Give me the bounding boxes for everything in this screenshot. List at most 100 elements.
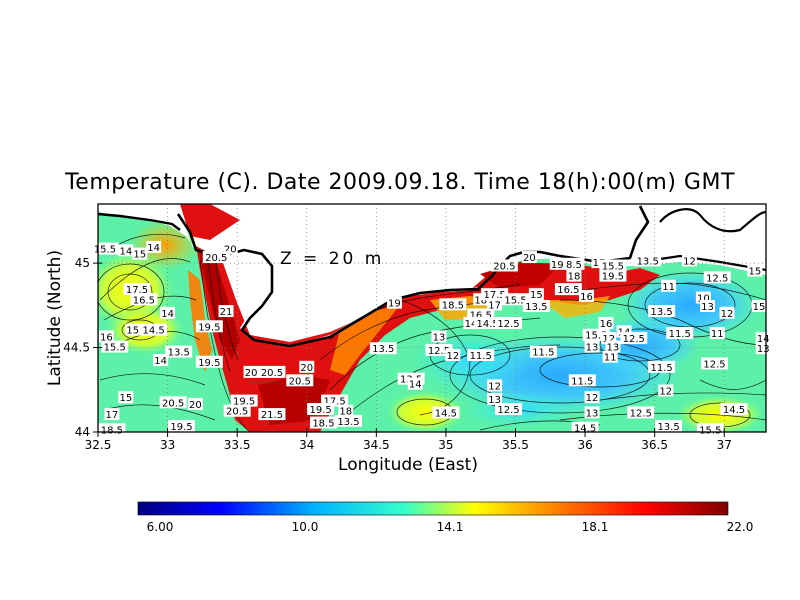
x-axis: 32.5 33 33.5 34 34.5 35 35.5 36 36.5 37: [85, 428, 732, 452]
contour-label-text: 20: [245, 368, 258, 379]
contour-label: 12: [487, 379, 503, 392]
contour-label-box: [168, 419, 195, 432]
contour-label: 20: [243, 365, 259, 379]
contour-label: 18: [338, 404, 354, 418]
contour-label: 15.5: [502, 293, 529, 306]
contour-label-text: 13: [757, 344, 770, 355]
contour-label-box: [467, 349, 495, 361]
contour-label: 17.5: [123, 283, 151, 296]
contour-label-text: 15.5: [602, 261, 624, 272]
contour-label: 13: [700, 300, 716, 313]
contour-label-text: 14: [409, 380, 422, 391]
contour-label: 13: [755, 342, 771, 355]
contour-label: 15: [118, 391, 134, 404]
contour-label: 14: [153, 354, 169, 367]
contour-label-text: 16.5: [557, 285, 579, 296]
contour-label-box: [218, 305, 234, 318]
contour-label-text: 21: [220, 307, 233, 318]
contour-label-box: [755, 342, 771, 355]
contour-label-box: [720, 403, 748, 416]
contour-label: 16.5: [130, 293, 158, 306]
contour-label-text: 15.5: [699, 425, 721, 436]
contour-label-box: [243, 365, 259, 378]
contour-label-text: 19.5: [198, 322, 220, 333]
contour-label-box: [599, 269, 627, 282]
contour-label-text: 12.5: [428, 346, 450, 357]
contour-label-text: 13: [433, 332, 446, 343]
contour-label-text: 14: [161, 309, 174, 320]
contour-label: 11: [709, 327, 725, 340]
contour-label-box: [118, 391, 134, 404]
colorbar-label: 18.1: [582, 520, 609, 534]
contour-label: 20.5: [258, 365, 286, 379]
contour-label: 15: [751, 300, 767, 313]
contour-label-box: [568, 374, 596, 387]
contour-label: 20.5: [490, 259, 518, 272]
contour-label: 16.5: [554, 283, 582, 296]
x-tick-label: 36: [577, 438, 592, 452]
contour-label-text: 16: [600, 319, 613, 330]
contour-label: 15: [747, 264, 763, 278]
colorbar-ticks: 6.00 10.0 14.1 18.1 22.0: [147, 520, 754, 534]
contour-label-text: 11: [711, 329, 724, 340]
contour-label-text: 19: [551, 260, 564, 271]
contour-label: 13.5: [648, 305, 676, 318]
contour-label-box: [648, 305, 676, 318]
contour-label-box: [307, 403, 335, 416]
contour-label: 21.5: [258, 408, 286, 421]
contour-label-box: [195, 320, 223, 333]
contour-label-box: [549, 257, 565, 270]
contour-label: 11.5: [648, 360, 676, 374]
x-tick-label: 36.5: [641, 438, 668, 452]
contour-label-box: [439, 298, 467, 311]
contour-label-text: 12: [683, 256, 696, 267]
contour-label-box: [528, 288, 544, 301]
contour-label-text: 12: [602, 334, 615, 345]
contour-label-box: [160, 306, 176, 319]
contour-label: 13.5: [165, 345, 193, 359]
contour-label-text: 13: [488, 395, 501, 406]
x-tick-label: 34: [299, 438, 314, 452]
contour-label-text: 20.5: [289, 376, 311, 387]
contour-label-box: [104, 408, 120, 421]
coastline-azov: [659, 208, 767, 233]
contour-label-text: 14: [465, 319, 478, 330]
contour-label-box: [709, 327, 725, 340]
contour-label: 13.5: [655, 419, 683, 433]
contour-label: 14: [407, 377, 423, 391]
contour-label: 16: [598, 316, 614, 330]
contour-label: 15: [132, 247, 148, 261]
contour-label: 20: [299, 360, 315, 374]
contour-label-box: [474, 316, 502, 329]
contour-label-box: [258, 365, 286, 378]
contour-label-text: 20.5: [205, 253, 227, 264]
contour-label-text: 15: [126, 326, 139, 337]
contour-label-text: 11.5: [650, 363, 672, 374]
contour-label-text: 15.5: [585, 331, 607, 342]
contour-label-text: 15: [119, 393, 132, 404]
contour-label-box: [681, 254, 697, 267]
contour-label: 18.5: [309, 416, 337, 430]
contour-label: 20.5: [159, 396, 187, 409]
contour-label: 19: [549, 257, 565, 271]
colorbar: [137, 501, 729, 516]
contour-label-box: [299, 360, 315, 373]
contour-label-box: [599, 259, 627, 272]
contour-label-box: [605, 340, 621, 353]
x-tick-label: 35.5: [502, 438, 529, 452]
contour-label: 13.5: [522, 300, 550, 313]
contour-label: 12: [584, 391, 600, 404]
contour-label-box: [118, 244, 134, 257]
contour-label-text: 21.5: [261, 410, 283, 421]
x-tick-label: 32.5: [85, 438, 112, 452]
contour-label-text: 15.5: [104, 343, 126, 354]
contour-label-text: 13: [586, 343, 599, 354]
contour-label-text: 13.5: [525, 302, 547, 313]
contour-label-box: [566, 269, 582, 282]
contour-label-text: 19: [388, 299, 401, 310]
coastline-west: [97, 212, 181, 231]
contour-label-text: 12.5: [706, 273, 728, 284]
coastline: [176, 205, 650, 348]
contour-label-box: [487, 298, 503, 311]
